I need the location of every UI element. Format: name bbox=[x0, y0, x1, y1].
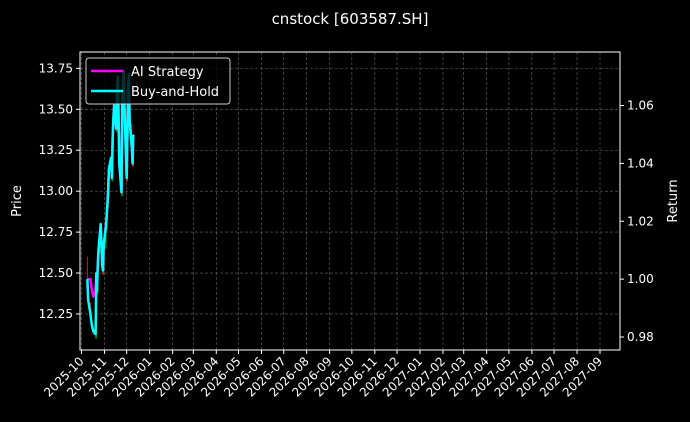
left-axis: 12.25 12.50 12.75 13.00 13.25 13.50 13.75 bbox=[39, 61, 80, 321]
y-right-tick-label: 1.00 bbox=[627, 272, 654, 286]
y-right-label: Return bbox=[666, 179, 681, 222]
chart-title: cnstock [603587.SH] bbox=[272, 10, 429, 28]
y-right-tick-label: 1.02 bbox=[627, 214, 654, 228]
y-left-tick-label: 13.75 bbox=[39, 61, 73, 75]
legend: AI Strategy Buy-and-Hold bbox=[85, 57, 231, 105]
y-right-tick-label: 1.04 bbox=[627, 156, 654, 170]
legend-label-ai-strategy: AI Strategy bbox=[131, 65, 204, 80]
legend-box bbox=[85, 57, 231, 105]
y-left-tick-label: 13.00 bbox=[39, 184, 73, 198]
y-right-tick-label: 1.06 bbox=[627, 99, 654, 113]
series-lines bbox=[86, 69, 135, 336]
y-left-tick-label: 12.50 bbox=[39, 266, 73, 280]
y-left-tick-label: 13.50 bbox=[39, 102, 73, 116]
y-left-tick-label: 12.25 bbox=[39, 307, 73, 321]
plot-frame bbox=[79, 51, 621, 351]
series-line-buy-and-hold bbox=[86, 69, 135, 336]
y-left-label: Price bbox=[10, 185, 25, 217]
y-left-tick-label: 13.25 bbox=[39, 143, 73, 157]
legend-label-buy-and-hold: Buy-and-Hold bbox=[131, 85, 219, 100]
y-left-tick-label: 12.75 bbox=[39, 225, 73, 239]
right-axis: 0.98 1.00 1.02 1.04 1.06 bbox=[620, 99, 654, 344]
y-right-tick-label: 0.98 bbox=[627, 330, 654, 344]
x-axis: 2025-102025-112025-122026-012026-022026-… bbox=[41, 350, 605, 400]
